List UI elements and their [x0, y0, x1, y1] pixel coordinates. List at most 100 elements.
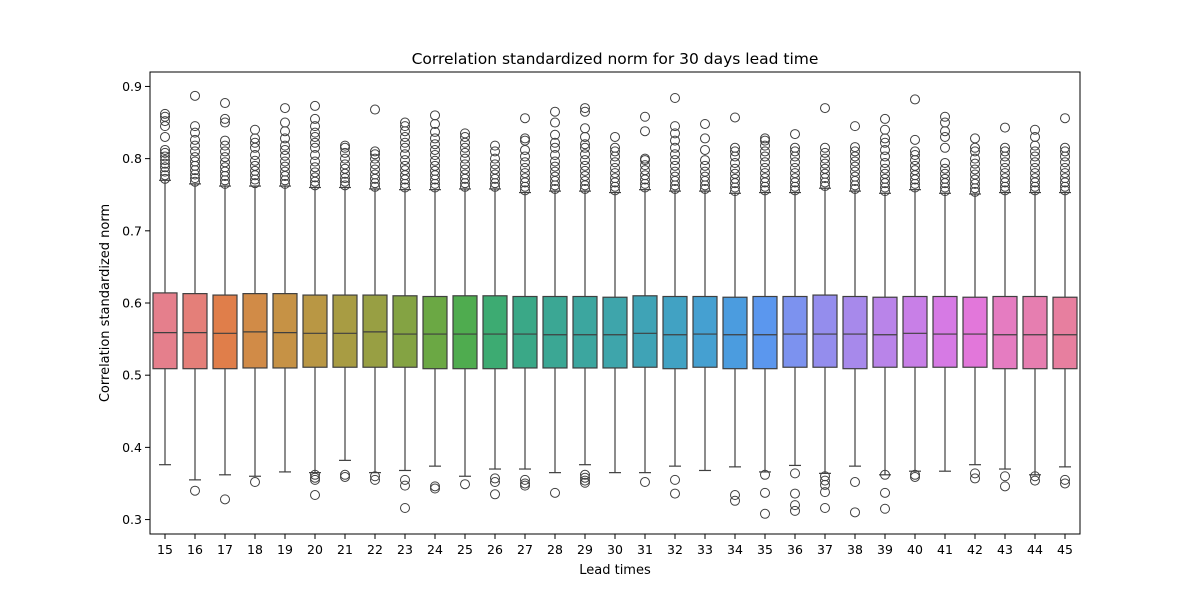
outlier-point — [880, 137, 890, 148]
outlier-point — [400, 155, 410, 166]
y-axis-label: Correlation standardized norm — [98, 204, 113, 402]
outlier-point — [790, 500, 800, 511]
outlier-point — [940, 111, 950, 122]
outlier-point — [1060, 185, 1070, 196]
outlier-point — [340, 180, 350, 191]
outlier-point — [430, 483, 440, 494]
outlier-point — [400, 126, 410, 137]
outlier-point — [580, 165, 590, 176]
outlier-point — [250, 160, 260, 171]
box-38 — [842, 121, 868, 518]
outlier-point — [610, 163, 620, 174]
outlier-point — [550, 161, 560, 172]
iqr-box — [452, 295, 478, 370]
outlier-point — [280, 166, 290, 177]
outlier-point — [580, 142, 590, 153]
outlier-point — [340, 153, 350, 164]
outlier-point — [1000, 481, 1010, 492]
outlier-point — [490, 164, 500, 175]
outlier-point — [1030, 173, 1040, 184]
outlier-point — [970, 473, 980, 484]
outlier-point — [700, 183, 710, 194]
plot-area — [152, 90, 1078, 519]
outlier-point — [1030, 124, 1040, 135]
outlier-point — [310, 469, 320, 480]
x-tick-label: 21 — [337, 542, 353, 557]
outlier-point — [790, 173, 800, 184]
outlier-point — [670, 92, 680, 103]
outlier-point — [280, 140, 290, 151]
iqr-box — [392, 295, 418, 368]
outlier-point — [460, 159, 470, 170]
outlier-point — [790, 505, 800, 516]
box-19 — [272, 103, 298, 473]
outlier-point — [640, 170, 650, 181]
outlier-point — [730, 490, 740, 501]
box-16 — [182, 90, 208, 496]
outlier-point — [370, 471, 380, 482]
outlier-point — [1060, 168, 1070, 179]
x-tick-label: 24 — [427, 542, 443, 557]
outlier-point — [640, 477, 650, 488]
outlier-point — [790, 129, 800, 140]
y-tick-label: 0.8 — [122, 151, 142, 166]
outlier-point — [460, 128, 470, 139]
outlier-point — [970, 468, 980, 479]
outlier-point — [460, 147, 470, 158]
outlier-point — [430, 133, 440, 144]
outlier-point — [880, 144, 890, 155]
outlier-point — [670, 135, 680, 146]
outlier-point — [580, 183, 590, 194]
outlier-point — [1030, 151, 1040, 162]
outlier-point — [880, 113, 890, 124]
outlier-point — [310, 121, 320, 132]
outlier-point — [160, 158, 170, 169]
outlier-point — [250, 155, 260, 166]
iqr-box — [752, 295, 778, 370]
outlier-point — [310, 172, 320, 183]
outlier-point — [550, 171, 560, 182]
outlier-point — [280, 178, 290, 189]
outlier-point — [220, 157, 230, 168]
outlier-point — [310, 474, 320, 485]
outlier-point — [370, 146, 380, 157]
outlier-point — [280, 117, 290, 128]
outlier-point — [610, 151, 620, 162]
outlier-point — [850, 477, 860, 488]
outlier-point — [370, 159, 380, 170]
outlier-point — [1060, 478, 1070, 489]
outlier-point — [790, 185, 800, 196]
outlier-point — [310, 162, 320, 173]
outlier-point — [370, 169, 380, 180]
iqr-box — [662, 295, 688, 370]
outlier-point — [790, 468, 800, 479]
outlier-point — [400, 182, 410, 193]
outlier-point — [190, 140, 200, 151]
outlier-point — [550, 106, 560, 117]
outlier-point — [310, 167, 320, 178]
x-tick-label: 29 — [577, 542, 593, 557]
outlier-point — [550, 137, 560, 148]
outlier-point — [160, 151, 170, 162]
outlier-point — [880, 469, 890, 480]
outlier-point — [760, 508, 770, 519]
iqr-box — [632, 295, 658, 368]
iqr-box — [722, 296, 748, 370]
x-tick-label: 31 — [637, 542, 653, 557]
outlier-point — [580, 139, 590, 150]
outlier-point — [460, 169, 470, 180]
outlier-point — [670, 488, 680, 499]
outlier-point — [1030, 146, 1040, 157]
outlier-point — [790, 163, 800, 174]
outlier-point — [400, 474, 410, 485]
outlier-point — [220, 178, 230, 189]
outlier-point — [970, 169, 980, 180]
x-tick-label: 35 — [757, 542, 773, 557]
outlier-point — [160, 170, 170, 181]
outlier-point — [1030, 131, 1040, 142]
box-45 — [1052, 113, 1078, 489]
outlier-point — [160, 147, 170, 158]
outlier-point — [340, 159, 350, 170]
box-39 — [872, 113, 898, 514]
outlier-point — [1000, 122, 1010, 133]
